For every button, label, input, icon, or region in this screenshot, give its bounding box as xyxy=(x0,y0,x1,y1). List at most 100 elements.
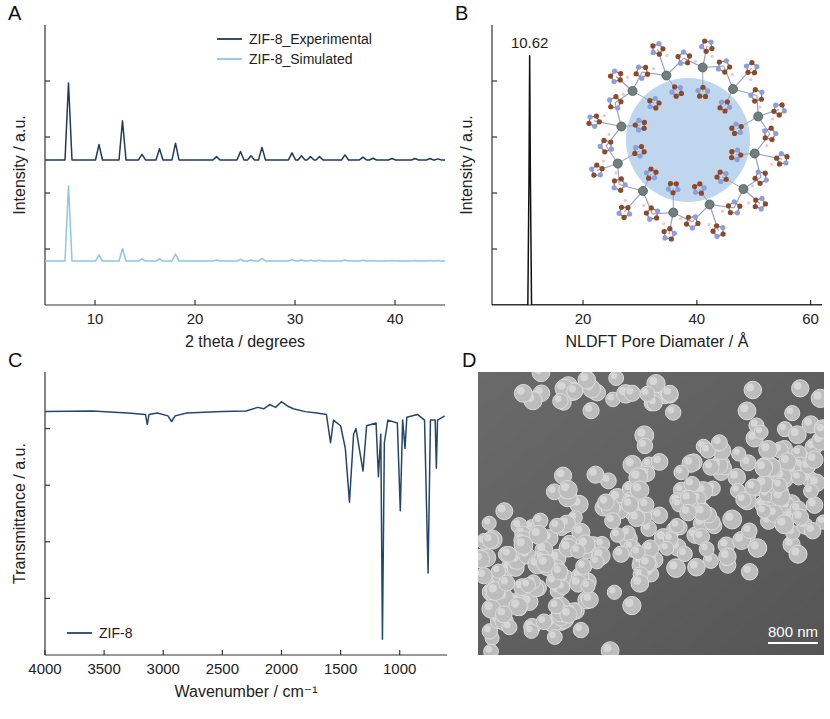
atom xyxy=(725,132,728,135)
atom xyxy=(699,191,704,196)
particle xyxy=(573,622,588,637)
atom xyxy=(662,108,665,111)
particle xyxy=(806,497,823,514)
atom xyxy=(756,169,761,174)
particle-highlight xyxy=(607,394,614,401)
atom xyxy=(602,159,605,162)
particle-highlight xyxy=(584,593,592,601)
atom xyxy=(647,144,650,147)
particle xyxy=(811,389,824,407)
atom xyxy=(759,206,764,211)
particle xyxy=(495,606,512,623)
atom xyxy=(728,210,733,215)
particle-highlight xyxy=(493,566,499,572)
particle-highlight xyxy=(664,387,671,394)
particle-highlight xyxy=(644,459,651,466)
legend-entry: ZIF-8_Simulated xyxy=(249,51,352,67)
particle-highlight xyxy=(817,424,824,432)
zinc-atom xyxy=(617,122,626,131)
particle xyxy=(553,393,568,408)
atom xyxy=(714,234,719,239)
particle-highlight xyxy=(484,602,492,610)
x-axis-line xyxy=(45,654,447,655)
atom xyxy=(623,182,628,187)
particle xyxy=(548,598,564,614)
zinc-atom xyxy=(613,159,622,168)
particle xyxy=(651,507,668,524)
particle-highlight xyxy=(661,543,667,549)
particle-highlight xyxy=(791,428,799,436)
atom xyxy=(711,169,714,172)
particle xyxy=(623,596,641,614)
x-tick xyxy=(340,650,341,655)
particle-highlight xyxy=(609,587,615,593)
particle xyxy=(660,541,674,555)
y-tick xyxy=(492,192,497,193)
series-line xyxy=(45,83,445,160)
particle xyxy=(665,405,681,421)
particle xyxy=(607,585,621,599)
atom xyxy=(653,96,658,101)
particle xyxy=(788,426,806,444)
particle xyxy=(576,558,592,574)
particle-highlight xyxy=(557,469,565,477)
particle-highlight xyxy=(549,631,556,638)
particle xyxy=(677,546,692,561)
particle-highlight xyxy=(735,534,743,542)
atom xyxy=(737,204,742,209)
atom xyxy=(618,188,623,193)
particle-highlight xyxy=(488,584,496,592)
atom xyxy=(607,133,610,136)
particle-highlight xyxy=(555,395,562,402)
atom xyxy=(636,127,641,132)
atom xyxy=(617,211,622,216)
x-tick-label: 40 xyxy=(688,310,705,327)
particle xyxy=(499,575,515,591)
particle xyxy=(496,503,513,520)
particle xyxy=(609,372,624,386)
atom xyxy=(612,185,617,190)
particle-highlight xyxy=(667,407,674,414)
atom xyxy=(634,71,639,76)
particle-highlight xyxy=(633,547,639,553)
atom xyxy=(759,97,764,102)
atom xyxy=(723,171,728,176)
particle-highlight xyxy=(695,531,702,538)
legend-swatch xyxy=(217,38,242,40)
atom xyxy=(692,177,695,180)
atom xyxy=(727,64,732,69)
atom xyxy=(739,124,744,129)
particle xyxy=(514,384,532,402)
atom xyxy=(779,102,784,107)
particle xyxy=(741,564,757,580)
figure: A102030402 theta / degreesIntensity / a.… xyxy=(0,0,830,719)
atom xyxy=(697,94,702,99)
series-line xyxy=(492,56,822,305)
particle-highlight xyxy=(676,467,683,474)
pore-structure-inset xyxy=(586,38,789,241)
y-tick xyxy=(45,192,50,193)
x-tick xyxy=(399,650,400,655)
particle xyxy=(587,466,604,483)
atom xyxy=(711,55,714,58)
atom xyxy=(687,53,692,58)
particle-highlight xyxy=(702,445,709,452)
particle-highlight xyxy=(818,517,824,523)
x-tick-label: 3500 xyxy=(87,660,120,677)
atom xyxy=(753,197,758,202)
y-tick xyxy=(45,541,50,542)
particle xyxy=(637,438,653,454)
atom xyxy=(717,59,722,64)
particle-highlight xyxy=(607,515,614,522)
y-tick xyxy=(45,248,50,249)
atom xyxy=(633,122,638,127)
x-tick-label: 1500 xyxy=(324,660,357,677)
atom xyxy=(614,171,617,174)
series-line xyxy=(45,402,445,639)
particle-highlight xyxy=(672,520,679,527)
particle xyxy=(613,546,629,562)
panel-letter: D xyxy=(462,349,476,371)
atom xyxy=(773,131,778,136)
zinc-atom xyxy=(698,63,707,72)
particle xyxy=(550,518,565,533)
